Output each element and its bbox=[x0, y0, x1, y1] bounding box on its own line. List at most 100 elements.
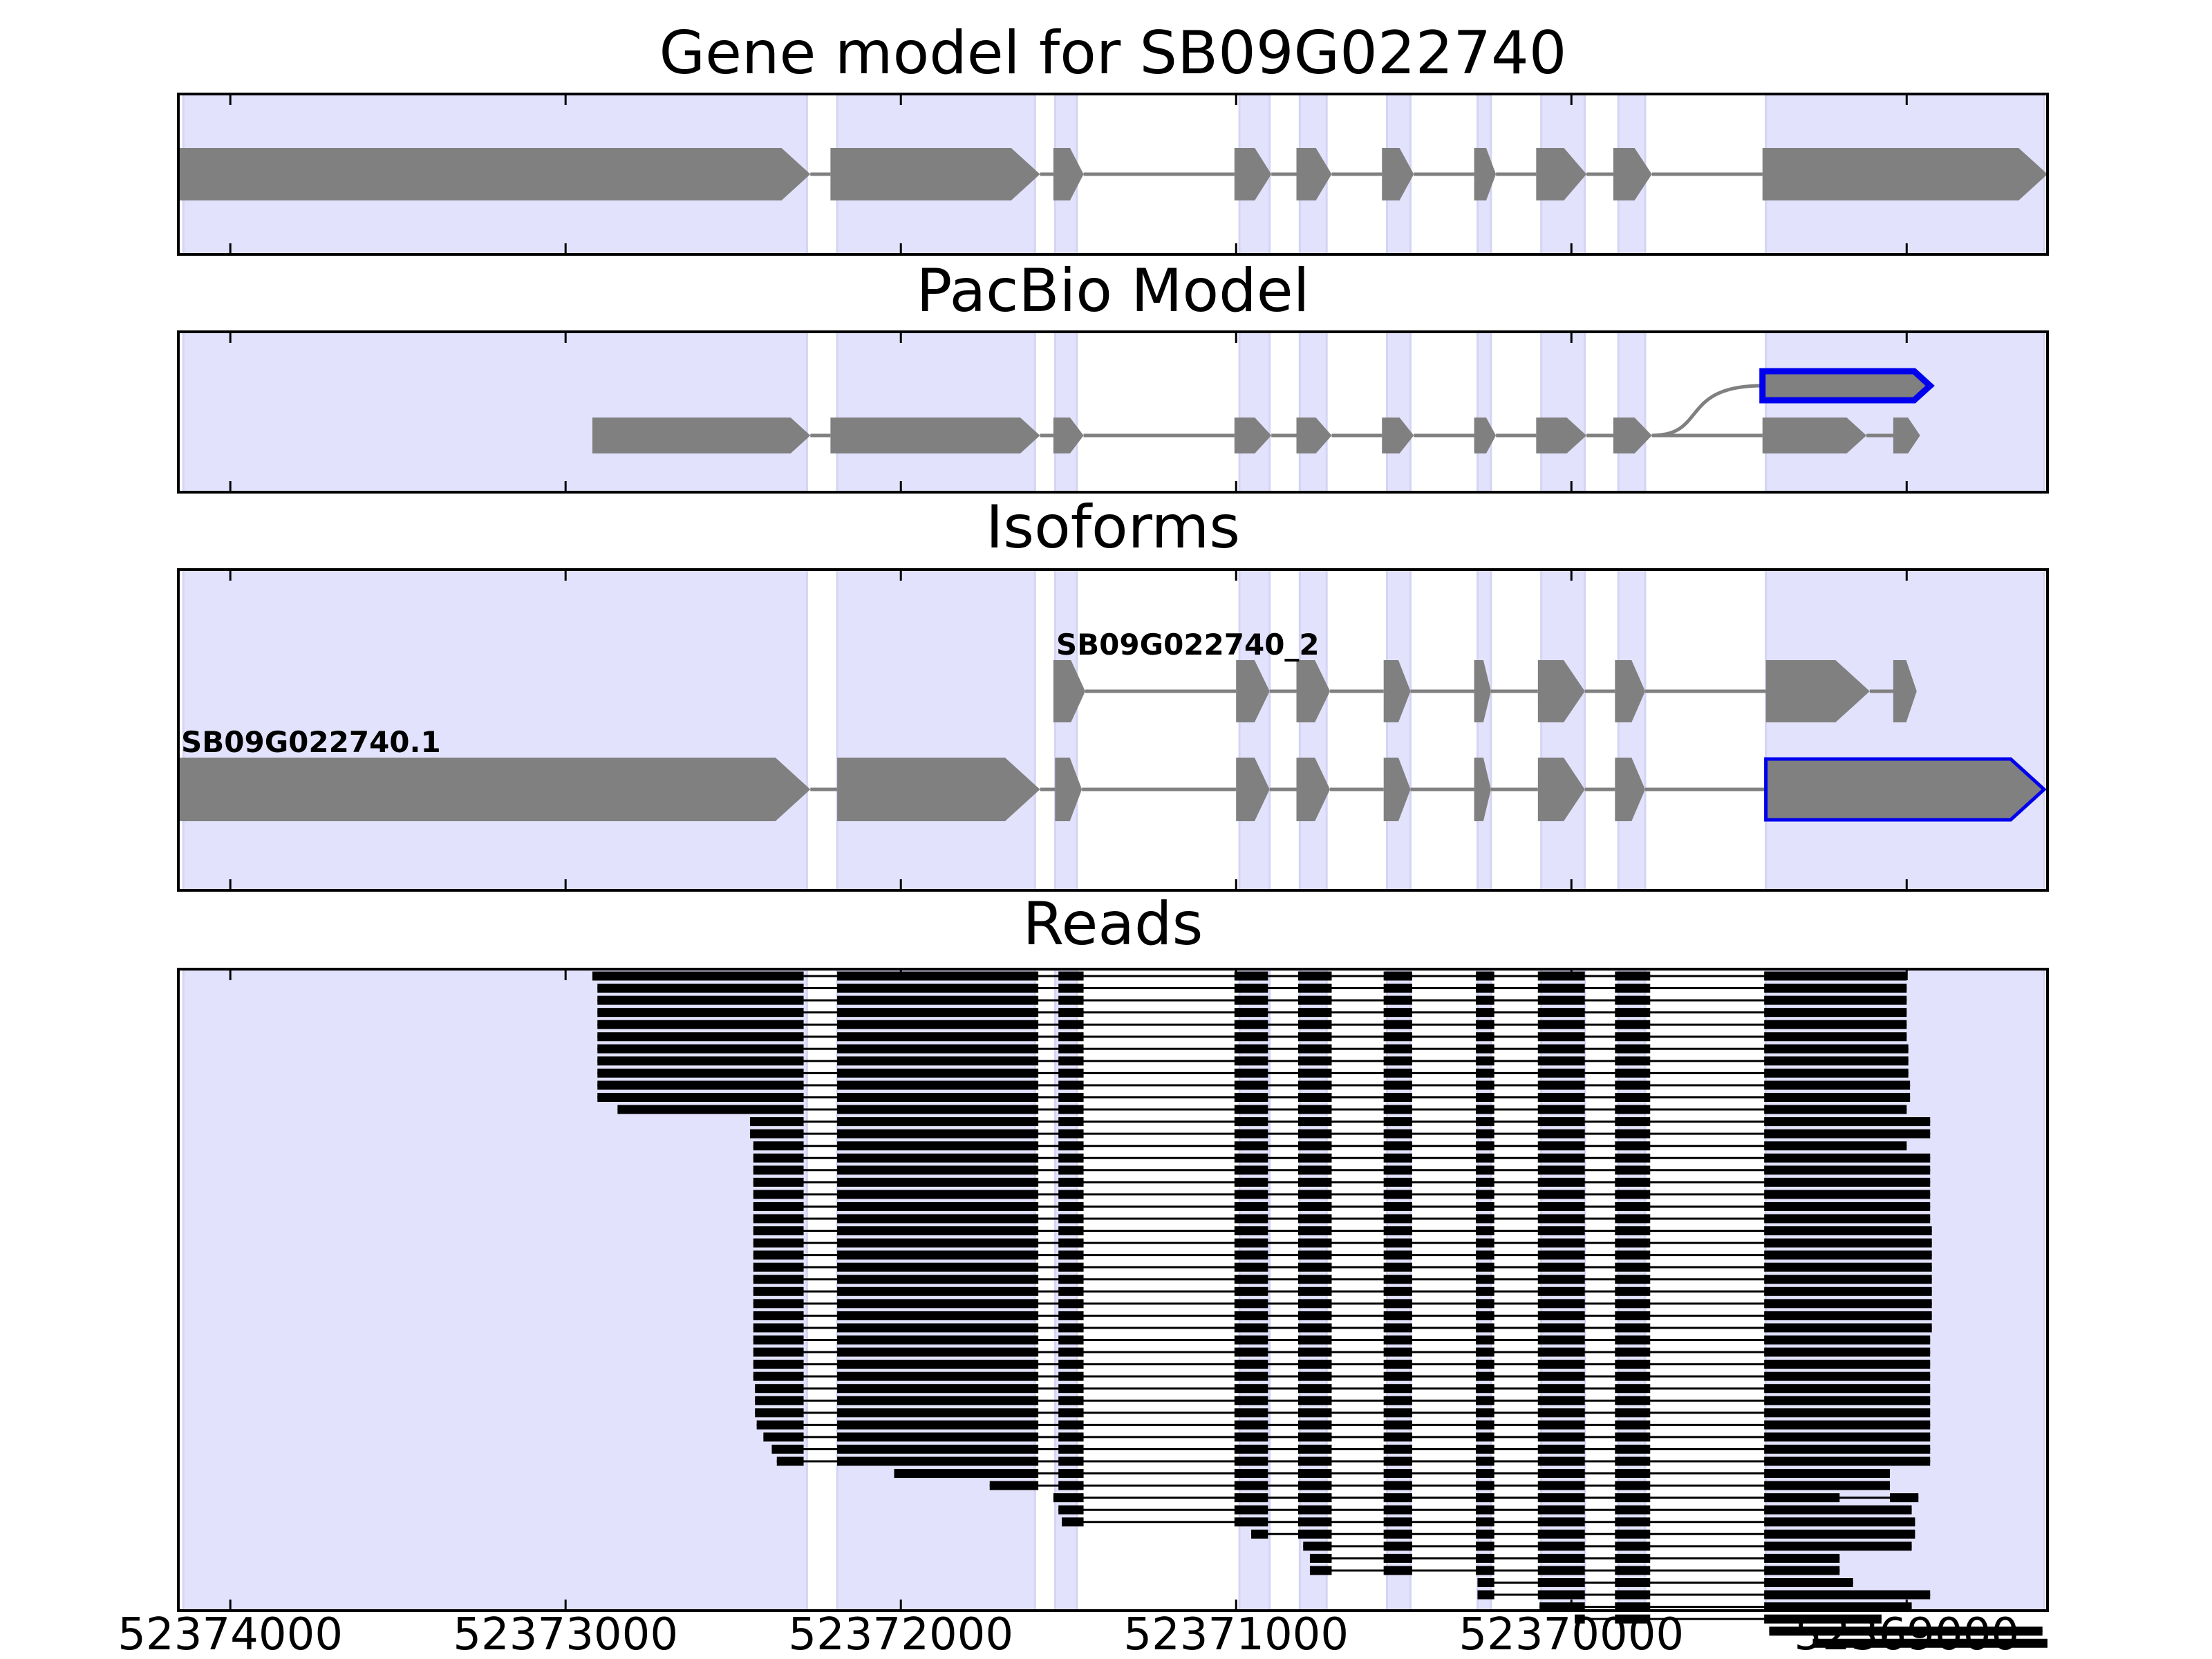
read-block bbox=[1058, 1226, 1084, 1236]
exon-arrow bbox=[1474, 660, 1491, 722]
read-block bbox=[1234, 1008, 1268, 1018]
read-block bbox=[1058, 1275, 1084, 1284]
read bbox=[753, 1250, 1932, 1260]
read-block bbox=[597, 1032, 804, 1042]
read-block bbox=[1058, 1032, 1084, 1042]
read-block bbox=[1234, 1201, 1268, 1211]
read-block bbox=[1764, 1141, 1907, 1151]
read-block bbox=[1615, 1177, 1651, 1187]
read-block bbox=[597, 1020, 804, 1029]
read-block bbox=[1537, 1056, 1585, 1066]
read-block bbox=[1476, 1008, 1494, 1018]
read-block bbox=[1234, 1384, 1268, 1394]
read-block bbox=[753, 1177, 804, 1187]
read-block bbox=[1769, 1627, 2043, 1636]
panel-frame bbox=[177, 968, 2049, 1612]
read-block bbox=[1297, 1396, 1332, 1405]
read-block bbox=[771, 1444, 804, 1454]
read-block bbox=[1764, 1360, 1931, 1369]
read-block bbox=[597, 1080, 804, 1090]
read-block bbox=[1297, 1177, 1332, 1187]
read bbox=[753, 1153, 1931, 1163]
read-block bbox=[1383, 1286, 1412, 1296]
read bbox=[753, 1335, 1931, 1344]
read-block bbox=[1297, 1493, 1332, 1503]
read-block bbox=[1615, 1238, 1651, 1248]
exon-arrow bbox=[1053, 660, 1085, 722]
read bbox=[753, 1177, 1931, 1187]
exon-arrow bbox=[1296, 660, 1331, 722]
exon-band bbox=[836, 568, 1036, 892]
read-block bbox=[1537, 1177, 1585, 1187]
read-block bbox=[1615, 1286, 1651, 1296]
read-block bbox=[1764, 1238, 1932, 1248]
read-block bbox=[1476, 1541, 1494, 1551]
read-block bbox=[1297, 1117, 1332, 1127]
read-block bbox=[1764, 995, 1907, 1005]
read-block bbox=[837, 1371, 1039, 1381]
read-block bbox=[1615, 1541, 1651, 1551]
read-block bbox=[837, 1275, 1039, 1284]
read-block bbox=[1539, 1602, 1585, 1612]
panel-title-pacbio-model: PacBio Model bbox=[916, 256, 1309, 326]
read-block bbox=[1537, 1396, 1585, 1405]
read-block bbox=[1234, 1238, 1268, 1248]
read-block bbox=[1615, 1141, 1651, 1151]
exon-arrow bbox=[1383, 660, 1411, 722]
read-block bbox=[1537, 1201, 1585, 1211]
read-block bbox=[1476, 995, 1494, 1005]
read-block bbox=[1383, 1420, 1412, 1430]
read-block bbox=[1476, 1238, 1494, 1248]
read bbox=[894, 1469, 1891, 1479]
read-block bbox=[1476, 1105, 1494, 1114]
read-block bbox=[753, 1214, 804, 1224]
read-block bbox=[1764, 1056, 1909, 1066]
read-block bbox=[1234, 1250, 1268, 1260]
read bbox=[749, 1129, 1931, 1138]
read-block bbox=[1058, 1117, 1084, 1127]
read-block bbox=[1615, 1044, 1651, 1053]
read-block bbox=[1058, 1360, 1084, 1369]
exon-arrow bbox=[1296, 148, 1332, 200]
exon-arrow bbox=[1537, 660, 1585, 722]
gene-model-panel: Gene model for SB09G022740 bbox=[177, 19, 2049, 256]
read-block bbox=[1062, 1517, 1084, 1527]
read-block bbox=[1058, 1262, 1084, 1272]
read-block bbox=[1234, 1299, 1268, 1309]
read-block bbox=[1476, 1250, 1494, 1260]
read-block bbox=[1383, 1396, 1412, 1405]
read-block bbox=[1615, 1262, 1651, 1272]
read-block bbox=[837, 1238, 1039, 1248]
read-block bbox=[1297, 1238, 1332, 1248]
isoform-label: SB09G022740_2 bbox=[1056, 628, 1320, 662]
read bbox=[597, 995, 1907, 1005]
read-block bbox=[1764, 1553, 1840, 1563]
read-block bbox=[837, 1299, 1039, 1309]
read-block bbox=[1615, 1275, 1651, 1284]
read-block bbox=[1476, 1020, 1494, 1029]
read bbox=[755, 1408, 1931, 1418]
read bbox=[597, 984, 1907, 993]
read-block bbox=[1234, 1177, 1268, 1187]
read-block bbox=[1537, 1481, 1585, 1490]
read-block bbox=[1383, 995, 1412, 1005]
read-block bbox=[1615, 1360, 1651, 1369]
read-block bbox=[1764, 1493, 1840, 1503]
read-block bbox=[1058, 1250, 1084, 1260]
read-block bbox=[1058, 984, 1084, 993]
read-block bbox=[1058, 1384, 1084, 1394]
read-block bbox=[837, 1347, 1039, 1357]
read-block bbox=[1812, 1638, 2047, 1648]
read-block bbox=[1476, 1323, 1494, 1333]
read-block bbox=[1383, 1141, 1412, 1151]
read bbox=[597, 1080, 1911, 1090]
read bbox=[1062, 1517, 1915, 1527]
read-block bbox=[1297, 1105, 1332, 1114]
read-block bbox=[1615, 1056, 1651, 1066]
read-block bbox=[755, 1396, 804, 1405]
read bbox=[1309, 1566, 1840, 1575]
read-block bbox=[1764, 1032, 1907, 1042]
exon-band bbox=[1540, 330, 1586, 494]
exon-arrow bbox=[1613, 148, 1652, 200]
